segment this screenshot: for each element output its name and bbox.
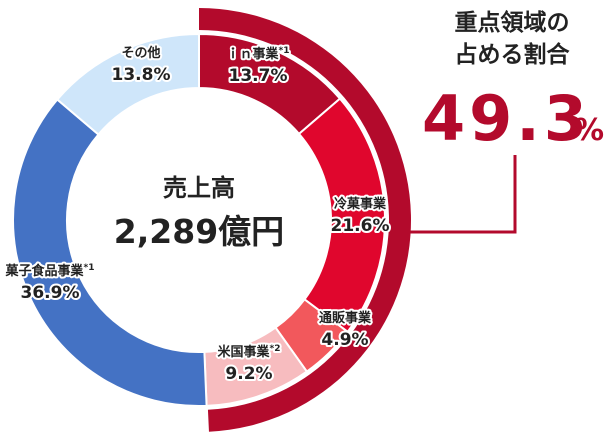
- highlight-title-line1: 重点領域の: [455, 9, 570, 36]
- slice-label-5: 菓子食品事業*1: [5, 263, 95, 279]
- slice-value-2: 21.6%: [331, 216, 390, 236]
- slice-value-3: 4.9%: [321, 330, 368, 350]
- highlight-title-line2: 占める割合: [455, 41, 571, 68]
- donut-slices: [12, 32, 386, 407]
- slice-labels: ｉｎ事業*1 13.7% 冷菓事業 21.6% 通販事業 4.9% 米国事業*2 9.2% 菓子…: [3, 43, 392, 386]
- slice-value-1: 13.7%: [229, 66, 288, 86]
- connector-line: [410, 155, 517, 234]
- slice-label-4: 米国事業*2: [218, 344, 281, 360]
- focus-area-ring: [199, 8, 412, 432]
- center-title: 売上高: [163, 174, 235, 202]
- slice-value-6: 13.8%: [112, 65, 171, 85]
- highlight-value: 49.3: [422, 82, 591, 155]
- slice-label-6: その他: [121, 45, 160, 61]
- slice-6: [55, 32, 200, 136]
- slice-label-2: 冷菓事業: [334, 196, 387, 212]
- slice-5: [12, 98, 208, 407]
- slice-label-3: 通販事業: [319, 310, 372, 326]
- slice-label-1: ｉｎ事業*1: [227, 46, 290, 62]
- slice-value-5: 36.9%: [21, 283, 80, 303]
- center-total: 2,289億円: [114, 212, 284, 251]
- highlight-unit: %: [574, 113, 604, 148]
- slice-value-4: 9.2%: [225, 364, 272, 384]
